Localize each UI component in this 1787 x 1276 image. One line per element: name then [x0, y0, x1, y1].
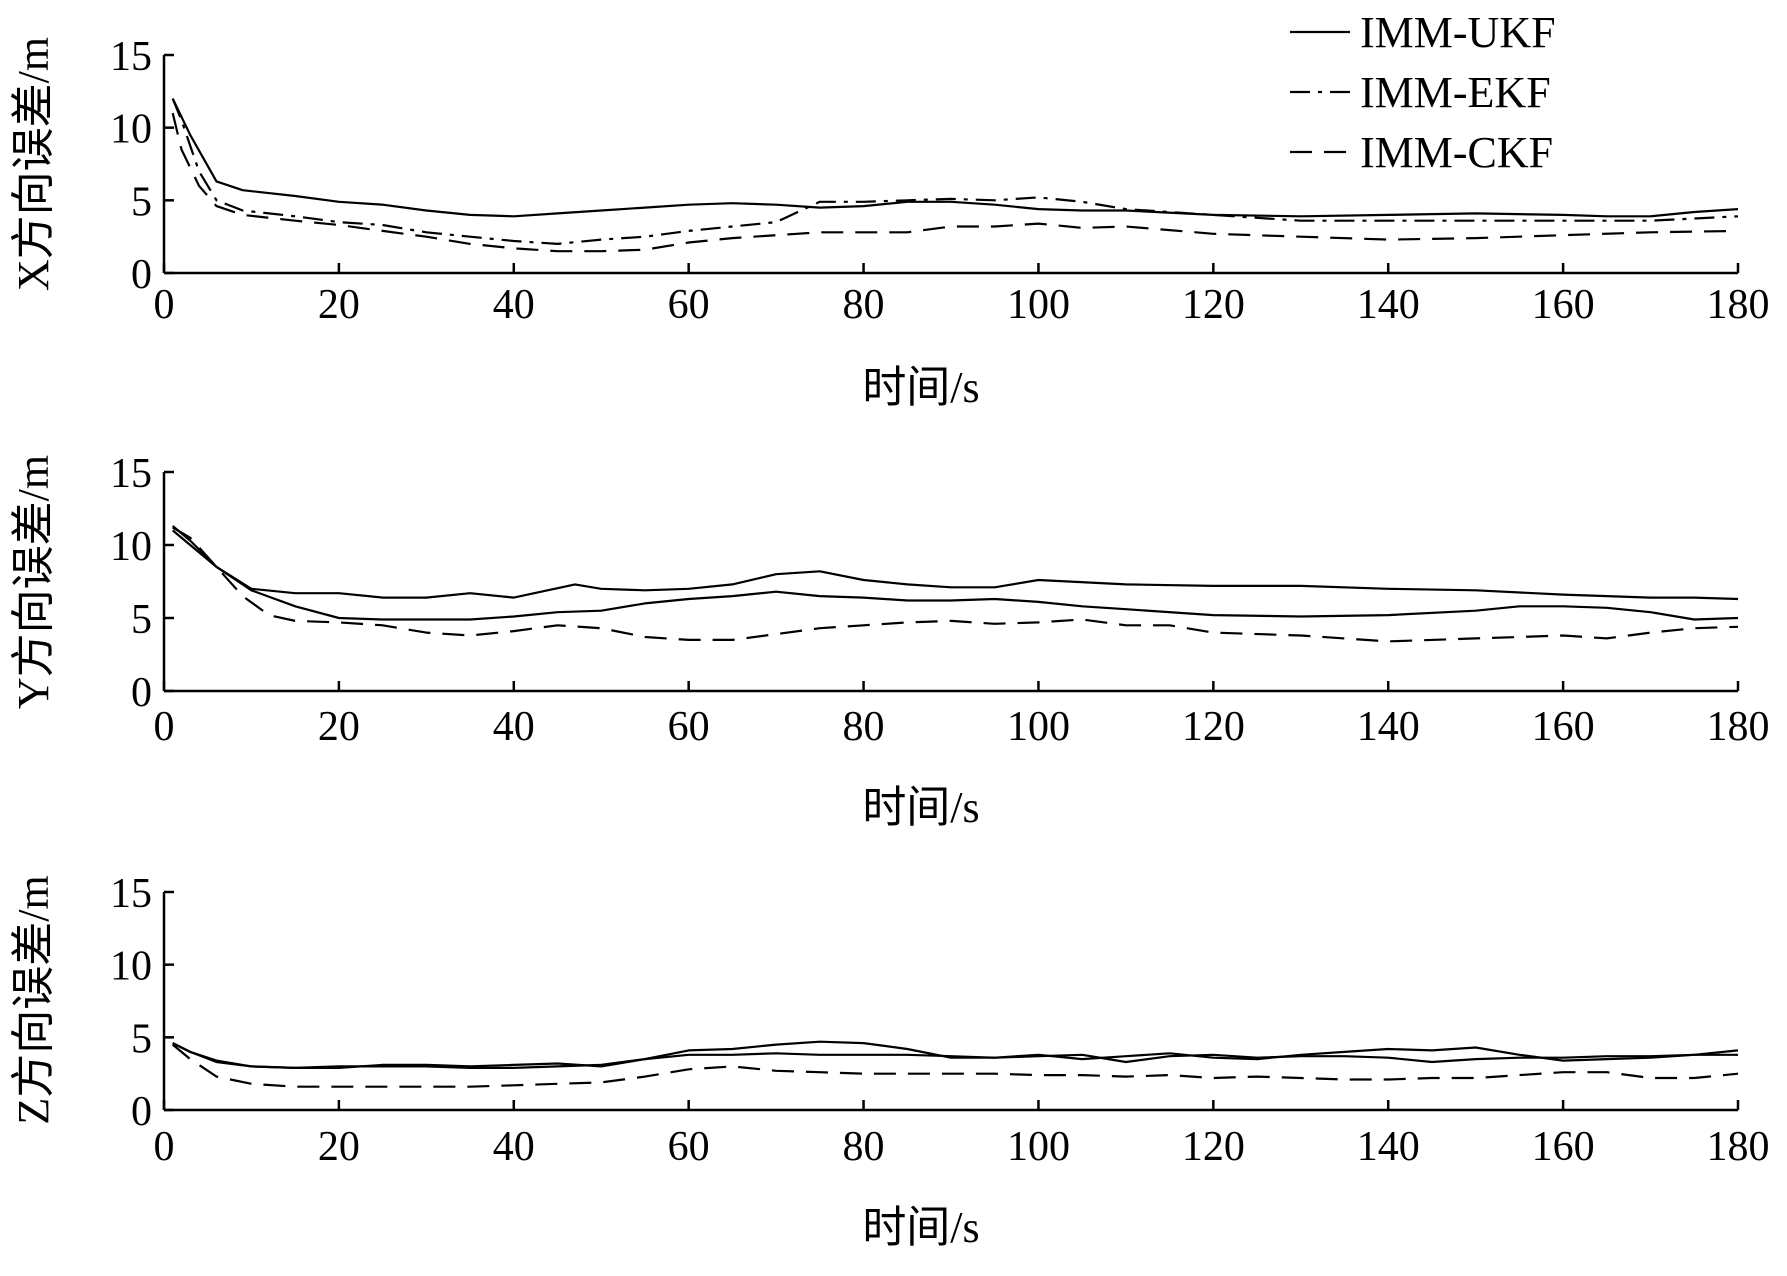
y-tick-label: 15	[110, 871, 152, 917]
panel-1: 0 5 10 15 0 20 40 60 80 100 120 140 160 180 时间/s X方向误差/…	[9, 34, 1770, 412]
y-tick-label: 0	[131, 670, 152, 716]
y-tick-label: 10	[110, 107, 152, 153]
x-tick-label: 180	[1707, 1124, 1770, 1170]
x-tick-label: 100	[1007, 1124, 1070, 1170]
x-axis-title: 时间/s	[862, 363, 979, 412]
y-tick-label: 5	[131, 1016, 152, 1062]
legend-item: IMM-UKF	[1290, 8, 1556, 57]
x-tick-label: 80	[843, 1124, 885, 1170]
x-tick-label: 80	[843, 282, 885, 328]
legend-label: IMM-CKF	[1360, 128, 1553, 177]
x-tick-label: 0	[154, 1124, 175, 1170]
x-tick-label: 100	[1007, 282, 1070, 328]
x-tick-label: 20	[318, 704, 360, 750]
y-tick-label: 0	[131, 1089, 152, 1135]
x-tick-label: 120	[1182, 704, 1245, 750]
x-axis-title: 时间/s	[862, 1203, 979, 1252]
x-tick-label: 40	[493, 704, 535, 750]
series-line-imm-ckf	[171, 112, 1739, 253]
x-tick-label: 20	[318, 1124, 360, 1170]
y-axis-title: X方向误差/m	[9, 37, 58, 291]
x-tick-label: 140	[1357, 1124, 1420, 1170]
y-tick-label: 5	[131, 179, 152, 225]
legend-item: IMM-CKF	[1290, 128, 1553, 177]
x-tick-label: 60	[668, 704, 710, 750]
y-axis-title: Y方向误差/m	[9, 455, 58, 709]
x-tick-label: 160	[1532, 282, 1595, 328]
x-tick-label: 180	[1707, 282, 1770, 328]
legend-label: IMM-UKF	[1360, 8, 1556, 57]
series-line-imm-ekf	[171, 525, 1739, 621]
x-tick-label: 0	[154, 282, 175, 328]
x-tick-label: 60	[668, 1124, 710, 1170]
x-tick-label: 40	[493, 282, 535, 328]
series-line-imm-ckf	[171, 1043, 1739, 1088]
x-tick-label: 180	[1707, 704, 1770, 750]
y-tick-label: 15	[110, 34, 152, 80]
y-tick-label: 10	[110, 944, 152, 990]
series-line-imm-ukf	[171, 529, 1739, 601]
y-tick-label: 0	[131, 252, 152, 298]
x-tick-label: 140	[1357, 282, 1420, 328]
x-tick-label: 0	[154, 704, 175, 750]
series-line-imm-ckf	[172, 526, 1739, 643]
series-line-imm-ekf	[171, 98, 1739, 245]
legend-item: IMM-EKF	[1290, 68, 1551, 117]
y-tick-label: 10	[110, 524, 152, 570]
legend: IMM-UKF IMM-EKF IMM-CKF	[1290, 8, 1556, 177]
x-tick-label: 120	[1182, 1124, 1245, 1170]
x-axis-title: 时间/s	[862, 783, 979, 832]
x-tick-label: 40	[493, 1124, 535, 1170]
x-tick-label: 120	[1182, 282, 1245, 328]
y-tick-label: 5	[131, 597, 152, 643]
x-tick-label: 80	[843, 704, 885, 750]
x-tick-label: 100	[1007, 704, 1070, 750]
panel-2: 0 5 10 15 0 20 40 60 80 100 120 140 160 180 时间/s Y方向误差/…	[9, 451, 1770, 832]
x-tick-label: 20	[318, 282, 360, 328]
panel-3: 0 5 10 15 0 20 40 60 80 100 120 140 160 180 时间/s Z方向误差/…	[9, 871, 1770, 1252]
x-tick-label: 160	[1532, 704, 1595, 750]
x-tick-label: 140	[1357, 704, 1420, 750]
series-line-imm-ukf	[171, 98, 1739, 218]
series-line-imm-ekf	[172, 1042, 1738, 1070]
y-axis-title: Z方向误差/m	[9, 875, 58, 1124]
y-tick-label: 15	[110, 451, 152, 497]
series-line-imm-ukf	[172, 1040, 1739, 1070]
legend-label: IMM-EKF	[1360, 68, 1551, 117]
x-tick-label: 60	[668, 282, 710, 328]
x-tick-label: 160	[1532, 1124, 1595, 1170]
